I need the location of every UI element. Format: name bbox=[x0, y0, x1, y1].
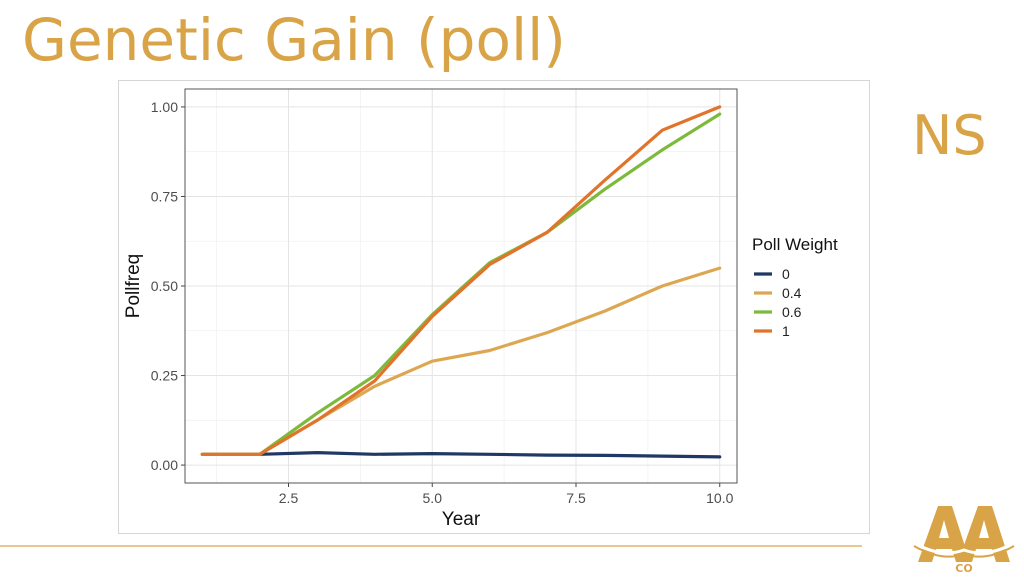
legend-label-0: 0 bbox=[782, 266, 790, 282]
ns-label: NS bbox=[912, 104, 987, 167]
y-tick-label: 0.75 bbox=[151, 188, 178, 204]
legend-title: Poll Weight bbox=[752, 235, 838, 254]
series-line-0 bbox=[200, 451, 722, 459]
legend-label-1: 1 bbox=[782, 323, 790, 339]
series-line-1 bbox=[200, 105, 722, 456]
pollfreq-line-chart: 0.00 0.25 0.50 0.75 1.00 2.5 5.0 7.5 10.0 Year Pol… bbox=[123, 88, 838, 530]
series-line-0.6 bbox=[200, 112, 722, 456]
plot-panel-border bbox=[184, 88, 738, 484]
x-tick-label: 5.0 bbox=[423, 490, 443, 506]
y-tick-label: 0.00 bbox=[151, 457, 178, 473]
legend-label-0.6: 0.6 bbox=[782, 304, 802, 320]
y-tick-label: 0.25 bbox=[151, 368, 178, 384]
aa-co-logo: CO bbox=[913, 506, 1015, 574]
legend-label-0.4: 0.4 bbox=[782, 285, 802, 301]
y-tick-label: 1.00 bbox=[151, 99, 178, 115]
footer-rule bbox=[0, 545, 862, 547]
chart-frame: 0.00 0.25 0.50 0.75 1.00 2.5 5.0 7.5 10.0 Year Pol… bbox=[118, 80, 870, 534]
x-tick-label: 10.0 bbox=[706, 490, 733, 506]
y-axis-title: Pollfreq bbox=[123, 254, 144, 318]
x-tick-label: 2.5 bbox=[279, 490, 299, 506]
x-axis-title: Year bbox=[442, 509, 481, 530]
y-tick-label: 0.50 bbox=[151, 278, 178, 294]
slide-title: Genetic Gain (poll) bbox=[22, 6, 566, 74]
logo-subtext: CO bbox=[955, 562, 972, 574]
x-tick-label: 7.5 bbox=[566, 490, 586, 506]
series-line-0.4 bbox=[200, 266, 722, 456]
